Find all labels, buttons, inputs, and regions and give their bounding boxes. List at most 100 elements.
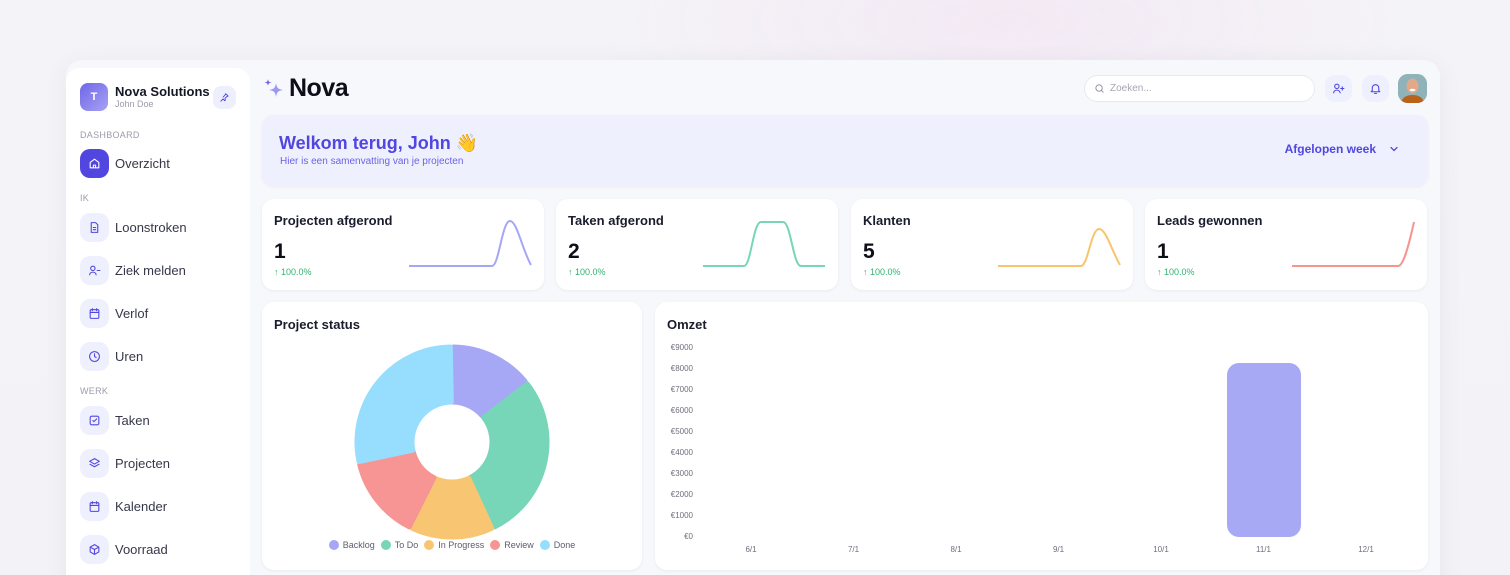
legend-item-review[interactable]: Review (490, 540, 534, 550)
stat-value: 1 (1157, 240, 1169, 263)
sidebar-item-label: Uren (115, 348, 144, 364)
add-user-button[interactable] (1325, 75, 1352, 102)
stat-title: Leads gewonnen (1157, 213, 1263, 228)
legend-item-in-progress[interactable]: In Progress (424, 540, 484, 550)
stat-title: Klanten (863, 213, 911, 228)
sidebar-item-voorraad[interactable]: Voorraad (80, 534, 168, 564)
legend-label: In Progress (438, 540, 485, 550)
y-tick: €9000 (670, 343, 693, 352)
logo[interactable]: Nova (262, 74, 349, 103)
y-tick: €2000 (670, 490, 693, 499)
sidebar-item-loonstroken[interactable]: Loonstroken (80, 212, 187, 242)
sparkline (703, 221, 825, 267)
legend-item-done[interactable]: Done (539, 540, 576, 550)
sidebar-item-ziek-melden[interactable]: Ziek melden (80, 255, 186, 285)
logo-text: Nova (289, 74, 349, 102)
stat-title: Taken afgerond (568, 213, 664, 228)
stat-change: ↑ 100.0% (274, 267, 312, 277)
section-label-werk: WERK (80, 386, 109, 396)
sidebar-item-projecten[interactable]: Projecten (80, 448, 170, 478)
calendar-icon (89, 500, 100, 512)
sidebar-item-label: Verlof (115, 305, 149, 321)
period-label: Afgelopen week (1284, 142, 1376, 156)
sidebar: T Nova Solutions John Doe DASHBOARD Over… (66, 68, 250, 575)
sidebar-item-label: Voorraad (115, 541, 168, 557)
calendar-icon (89, 307, 100, 319)
sidebar-item-overzicht[interactable]: Overzicht (80, 148, 170, 178)
search-input[interactable] (1110, 83, 1300, 94)
search-icon (1095, 84, 1104, 93)
stat-change: ↑ 100.0% (568, 267, 606, 277)
stat-value: 1 (274, 240, 286, 263)
org-switcher[interactable]: T Nova Solutions John Doe (80, 83, 210, 111)
sidebar-item-label: Kalender (115, 498, 168, 514)
legend-label: Done (553, 540, 576, 550)
donut-slice-done[interactable] (354, 344, 454, 465)
clock-icon (89, 350, 100, 362)
box-icon (89, 543, 100, 555)
legend-dot (424, 540, 435, 550)
donut-slice-backlog[interactable] (450, 344, 528, 420)
sidebar-item-kalender[interactable]: Kalender (80, 491, 168, 521)
user-minus-icon (89, 265, 101, 275)
y-tick: €0 (684, 532, 693, 541)
user-plus-icon (1333, 83, 1345, 94)
y-tick: €1000 (670, 511, 693, 520)
document-icon (90, 221, 99, 233)
org-avatar: T (80, 83, 108, 111)
legend-dot (328, 540, 339, 550)
stat-value: 2 (568, 240, 580, 263)
stat-card-klanten: Klanten 5 ↑ 100.0% (851, 199, 1133, 290)
org-name: Nova Solutions (115, 84, 210, 99)
y-tick: €7000 (670, 385, 693, 394)
welcome-banner: Welkom terug, John 👋 Hier is een samenva… (262, 115, 1428, 186)
project-status-card: Project status Backlog To Do In Progress Re… (262, 302, 642, 570)
sparkline (409, 219, 532, 267)
pin-icon (220, 93, 229, 102)
donut-slice-review[interactable] (357, 449, 437, 530)
card-title: Omzet (667, 317, 707, 332)
sidebar-item-label: Overzicht (115, 155, 170, 171)
section-label-ik: IK (80, 193, 90, 203)
donut-slice-to-do[interactable] (467, 381, 550, 530)
sparkline (1292, 221, 1415, 267)
period-dropdown[interactable]: Afgelopen week (1285, 142, 1400, 156)
x-tick: 7/1 (847, 545, 860, 554)
sidebar-item-taken[interactable]: Taken (80, 405, 150, 435)
notifications-button[interactable] (1362, 75, 1389, 102)
sidebar-item-verlof[interactable]: Verlof (80, 298, 149, 328)
legend-label: To Do (394, 540, 419, 550)
y-tick: €5000 (670, 427, 693, 436)
legend-item-backlog[interactable]: Backlog (328, 540, 375, 550)
stat-change: ↑ 100.0% (1157, 267, 1195, 277)
legend-item-to-do[interactable]: To Do (380, 540, 419, 550)
welcome-title: Welkom terug, John 👋 (279, 133, 479, 153)
pin-sidebar-button[interactable] (213, 86, 236, 109)
legend-label: Backlog (342, 540, 375, 550)
sidebar-item-uren[interactable]: Uren (80, 341, 144, 371)
bar-11/1[interactable] (1226, 362, 1301, 537)
avatar-photo-icon (1398, 74, 1427, 103)
donut-slice-in-progress[interactable] (409, 475, 495, 540)
app-window: T Nova Solutions John Doe DASHBOARD Over… (66, 60, 1440, 575)
user-avatar[interactable] (1398, 74, 1427, 103)
bell-icon (1370, 84, 1381, 94)
sidebar-item-label: Projecten (115, 455, 170, 471)
stat-card-leads-gewonnen: Leads gewonnen 1 ↑ 100.0% (1145, 199, 1427, 290)
search-box[interactable] (1084, 75, 1315, 102)
legend-dot (539, 540, 550, 550)
home-icon (89, 158, 100, 168)
x-tick: 6/1 (745, 545, 757, 554)
y-tick: €6000 (670, 406, 693, 415)
chart-legend: Backlog To Do In Progress Review Done (262, 540, 642, 550)
x-tick: 9/1 (1052, 545, 1065, 554)
legend-label: Review (504, 540, 534, 550)
donut-chart (354, 344, 550, 540)
y-tick: €8000 (670, 364, 693, 373)
omzet-card: Omzet €0 €1000 €2000 €3000 €4000 €5000 €6000 €7… (655, 302, 1428, 570)
x-tick: 12/1 (1358, 545, 1374, 554)
section-label-dashboard: DASHBOARD (80, 130, 140, 140)
sidebar-item-label: Loonstroken (115, 219, 187, 235)
sparkline (998, 227, 1121, 267)
user-name: John Doe (115, 99, 154, 109)
